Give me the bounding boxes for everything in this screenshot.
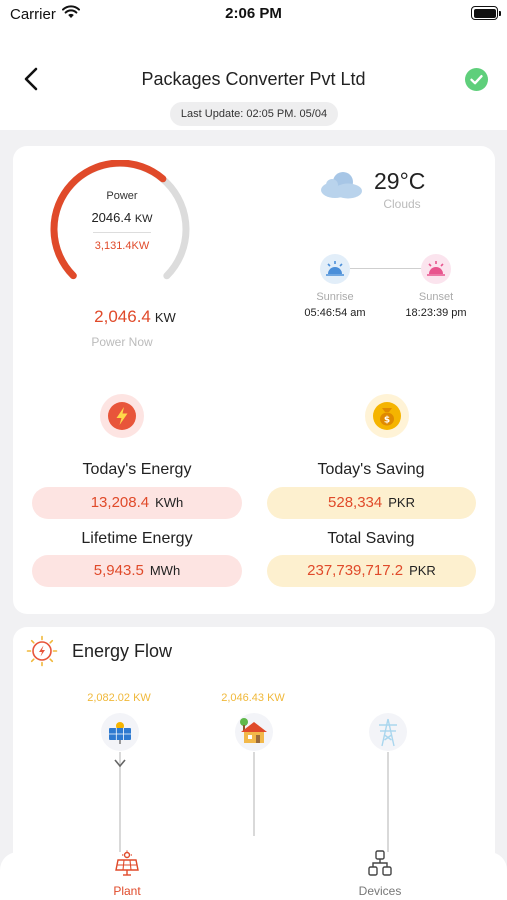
energy-flow-title: Energy Flow: [72, 641, 173, 661]
home-node-icon: [235, 713, 273, 751]
lifetime-energy-unit: MWh: [149, 563, 181, 578]
gauge-capacity: 3,131.4KW: [94, 240, 150, 252]
last-update-badge: Last Update: 02:05 PM. 05/04: [170, 102, 338, 126]
temperature: 29°C: [374, 168, 426, 194]
sunrise-time: 05:46:54 am: [304, 307, 366, 319]
lifetime-energy-title: Lifetime Energy: [81, 530, 193, 547]
gauge-label: Power: [106, 190, 138, 202]
lifetime-energy-value: 5,943.5 MWh: [32, 555, 242, 587]
gauge-value-unit: KW: [134, 213, 153, 225]
grid-flow-line: [387, 752, 389, 852]
total-saving-title: Total Saving: [327, 530, 415, 547]
tab-plant-label: Plant: [113, 884, 141, 898]
todays-saving-number: 528,334: [328, 494, 383, 511]
battery-icon: [471, 6, 501, 20]
solar-panel-node-icon: [101, 713, 139, 751]
status-bar: Carrier 2:06 PM: [0, 0, 507, 30]
todays-saving-value: 528,334 PKR: [267, 487, 476, 519]
power-now-label: Power Now: [91, 335, 153, 349]
chevron-left-icon: [24, 67, 38, 91]
power-gauge: [50, 160, 190, 280]
check-circle-icon: [465, 68, 488, 91]
energy-flow-icon: [26, 635, 58, 667]
carrier-label: Carrier: [10, 6, 56, 23]
power-now-number: 2,046.4: [94, 307, 151, 326]
solar-flow-line: [119, 752, 121, 852]
svg-text:$: $: [384, 416, 390, 426]
total-saving-number: 237,739,717.2: [307, 562, 404, 579]
cloud-icon: [321, 172, 362, 199]
total-saving-value: 237,739,717.2 PKR: [267, 555, 476, 587]
sunrise-icon: [320, 254, 350, 284]
todays-saving-unit: PKR: [388, 495, 415, 510]
sunset-label: Sunset: [418, 291, 454, 303]
plant-summary-card: [13, 146, 495, 614]
tab-plant[interactable]: Plant: [67, 850, 187, 900]
solar-flow-value: 2,082.02 KW: [87, 692, 151, 704]
sunset-icon: [421, 254, 451, 284]
todays-energy-value: 13,208.4 KWh: [32, 487, 242, 519]
todays-saving-title: Today's Saving: [317, 461, 425, 478]
transmission-tower-icon: [369, 713, 407, 751]
power-now-unit: KW: [154, 310, 176, 325]
todays-energy-unit: KWh: [155, 495, 184, 510]
home-flow-line: [253, 752, 255, 836]
lightning-icon: [100, 394, 144, 438]
solar-panel-icon: [115, 850, 139, 876]
sunrise-label: Sunrise: [316, 291, 354, 303]
lifetime-energy-number: 5,943.5: [93, 562, 144, 579]
home-flow-value: 2,046.43 KW: [221, 692, 285, 704]
tab-devices[interactable]: Devices: [320, 850, 440, 900]
power-now-value: 2,046.4 KW: [60, 307, 210, 327]
gauge-value-number: 2046.4: [91, 210, 132, 225]
back-button[interactable]: [20, 66, 44, 92]
todays-energy-number: 13,208.4: [90, 494, 150, 511]
todays-energy-title: Today's Energy: [82, 461, 192, 478]
weather-condition: Clouds: [383, 197, 421, 211]
tab-bar: [0, 852, 507, 900]
page-title: Packages Converter Pvt Ltd: [141, 69, 366, 89]
gauge-divider: [93, 232, 151, 233]
clock: 2:06 PM: [225, 5, 282, 22]
chevron-down-icon: [114, 759, 126, 768]
network-icon: [368, 850, 392, 876]
tab-devices-label: Devices: [358, 884, 402, 898]
sunset-time: 18:23:39 pm: [405, 307, 467, 319]
wifi-icon: [62, 5, 80, 18]
money-bag-icon: $: [365, 394, 409, 438]
gauge-value: 2046.4 KW: [72, 210, 172, 225]
sun-path-line: [350, 268, 422, 269]
total-saving-unit: PKR: [409, 563, 436, 578]
